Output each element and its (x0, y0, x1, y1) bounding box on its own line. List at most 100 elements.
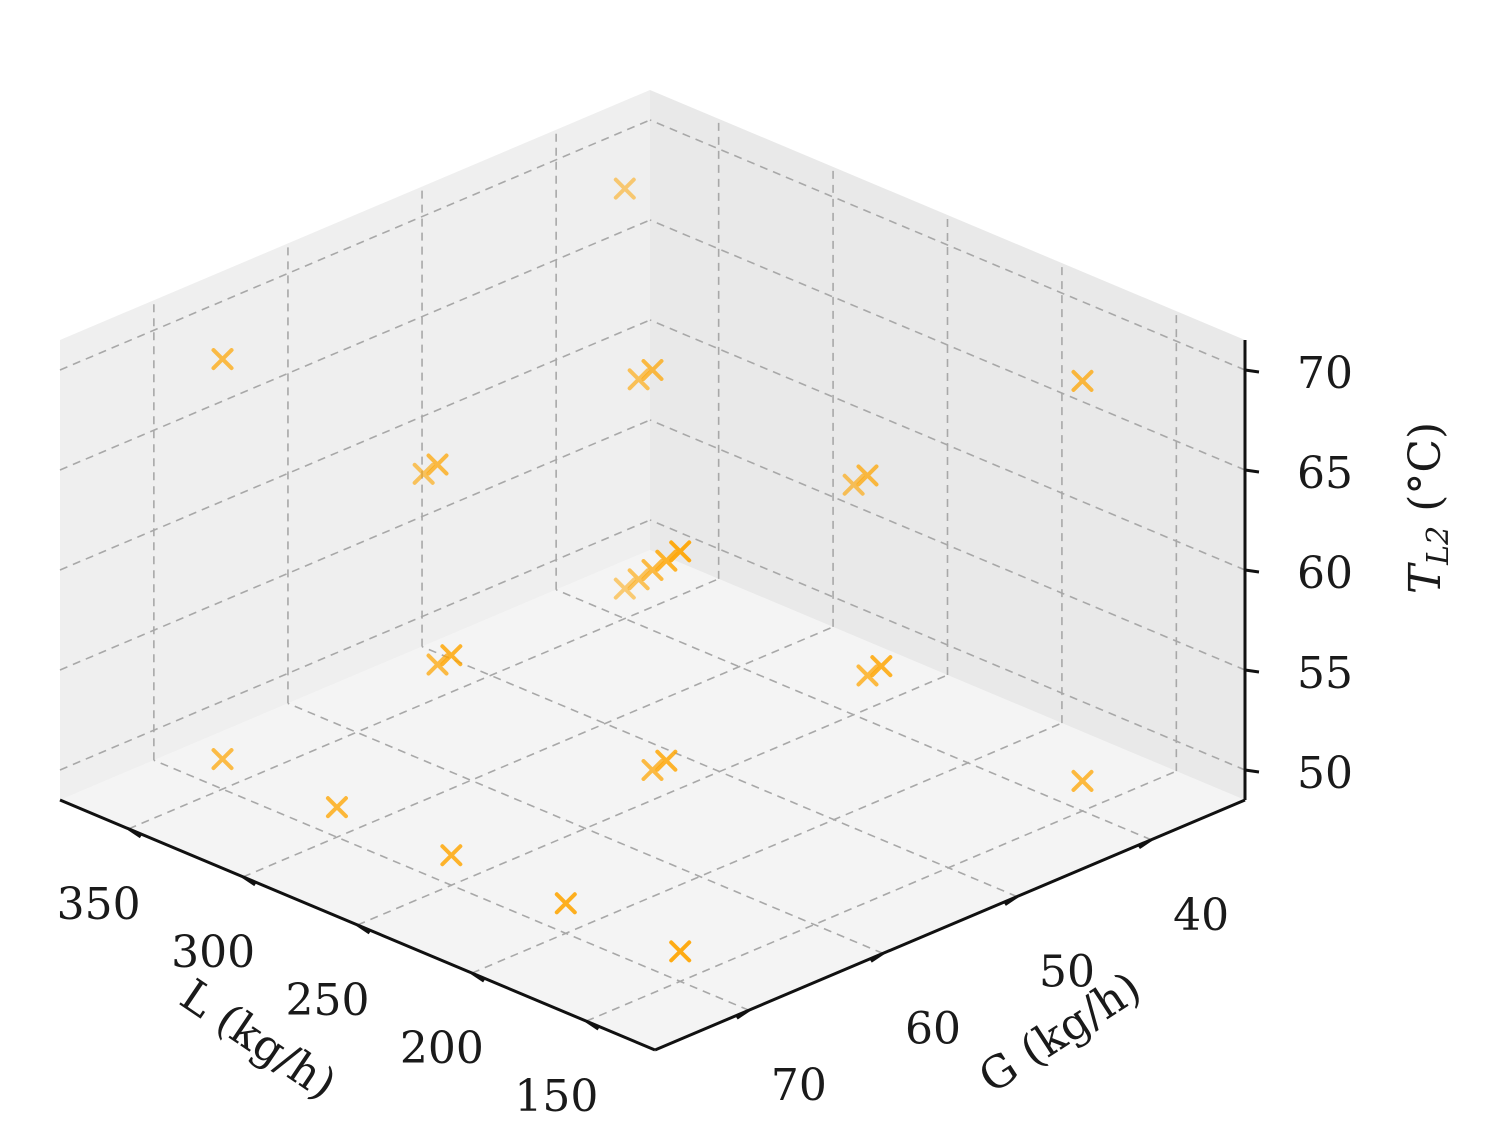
axes (59, 340, 1260, 1052)
x-grid-floor (471, 722, 1063, 974)
marker-stroke (856, 464, 879, 487)
z-tick (1244, 368, 1260, 374)
x-grid-floor (128, 578, 719, 830)
data-point-marker (613, 177, 636, 200)
z-grid-right-wall (59, 119, 651, 371)
y-grid-floor (555, 589, 1152, 841)
y-grid-floor (153, 759, 750, 1011)
data-point-marker (669, 540, 692, 563)
marker-stroke (641, 559, 664, 581)
data-point-marker (627, 568, 650, 591)
marker-stroke (1071, 769, 1094, 792)
z-grid-right-wall (59, 419, 651, 671)
marker-stroke (627, 568, 650, 591)
y-tick (736, 1008, 750, 1020)
grid-lines (59, 118, 1246, 1022)
z-grid-right-wall (59, 319, 651, 571)
marker-stroke (627, 368, 650, 391)
data-point-marker (655, 749, 678, 772)
x-tick (356, 923, 371, 935)
z-grid-left-wall (649, 319, 1246, 571)
x-tick-label: 300 (171, 927, 255, 978)
x-grid-floor (242, 626, 834, 878)
z-tick-label: 70 (1297, 348, 1353, 399)
x-tick-label: 200 (400, 1023, 484, 1074)
x-grid-floor (586, 770, 1177, 1022)
tick-labels: 150 200 250 300 350 40 50 60 70 50 55 60 65 70 (57, 348, 1353, 1122)
data-point-marker (641, 759, 664, 781)
z-tick (1244, 768, 1260, 774)
z-tick-label: 55 (1297, 648, 1353, 699)
data-point-marker (554, 892, 577, 915)
y-grid-floor (421, 645, 1018, 898)
x-grid-floor (357, 674, 948, 926)
z-grid-left-wall (649, 119, 1246, 371)
marker-stroke (613, 177, 636, 200)
data-point-marker (211, 348, 234, 371)
z-grid-right-wall (59, 519, 651, 771)
x-tick (585, 1019, 600, 1031)
marker-stroke (613, 577, 636, 600)
data-point-marker (842, 473, 865, 496)
data-point-marker (655, 549, 678, 572)
marker-stroke (641, 359, 664, 381)
marker-stroke (842, 473, 865, 496)
x-tick-label: 250 (286, 975, 370, 1026)
data-point-marker (856, 464, 879, 487)
x-tick-label: 150 (514, 1071, 598, 1122)
z-axis-label-unit: (°C) (1400, 422, 1451, 526)
x-tick (242, 875, 256, 887)
data-point-marker (1071, 769, 1094, 792)
marker-stroke (655, 549, 678, 572)
y-tick-label: 50 (1039, 947, 1095, 998)
z-axis-label-main: T (1400, 561, 1451, 594)
data-point-marker (440, 644, 463, 667)
z-tick-label: 50 (1297, 748, 1353, 799)
y-tick-label: 70 (771, 1060, 827, 1111)
x-tick (471, 971, 485, 983)
data-markers (211, 177, 1094, 963)
data-point-marker (426, 653, 449, 676)
z-axis-label: TL2 (°C) (1400, 422, 1456, 594)
y-tick-label: 40 (1173, 890, 1229, 941)
marker-stroke (211, 348, 234, 371)
data-point-marker (426, 453, 449, 476)
y-tick (870, 952, 884, 963)
marker-stroke (554, 892, 577, 915)
data-point-marker (627, 368, 650, 391)
marker-stroke (426, 453, 449, 476)
marker-stroke (440, 644, 463, 667)
y-tick (1004, 895, 1018, 906)
z-tick-label: 60 (1297, 548, 1353, 599)
marker-stroke (870, 655, 893, 678)
marker-stroke (641, 759, 664, 781)
data-point-marker (870, 655, 893, 678)
z-tick (1244, 568, 1260, 574)
data-point-marker (641, 359, 664, 381)
marker-stroke (412, 462, 435, 485)
data-point-marker (1071, 369, 1094, 392)
marker-stroke (655, 749, 678, 772)
z-grid-right-wall (59, 219, 651, 471)
marker-stroke (856, 664, 879, 687)
z-grid-left-wall (649, 219, 1246, 471)
z-grid-left-wall (649, 519, 1246, 771)
marker-stroke (426, 653, 449, 676)
data-point-marker (613, 577, 636, 600)
x-tick-label: 350 (57, 879, 141, 930)
data-point-marker (440, 844, 463, 867)
marker-stroke (211, 748, 234, 771)
z-axis-label-sub: L2 (1421, 526, 1456, 566)
z-tick (1244, 468, 1260, 474)
data-point-marker (856, 664, 879, 687)
x-tick (127, 827, 142, 839)
marker-stroke (669, 540, 692, 563)
right-back-pane (60, 90, 650, 800)
data-point-marker (211, 748, 234, 771)
z-grid-left-wall (649, 419, 1246, 671)
y-tick (1138, 838, 1152, 850)
marker-stroke (440, 844, 463, 867)
data-point-marker (641, 559, 664, 581)
marker-stroke (325, 796, 348, 819)
